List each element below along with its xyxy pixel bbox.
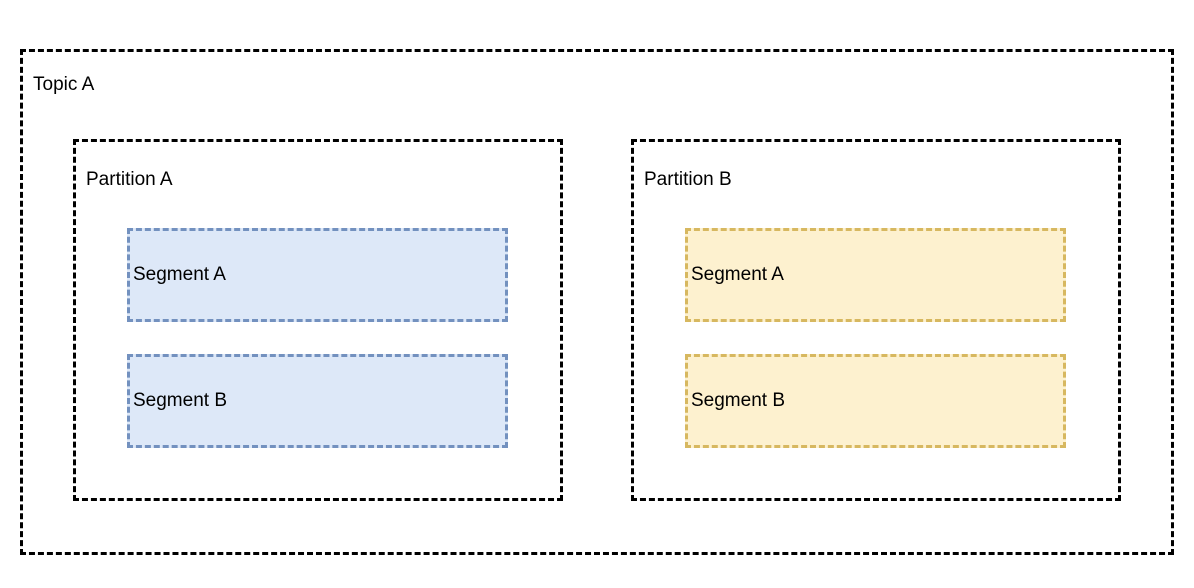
- partition-a-segment-b: Segment B: [127, 354, 508, 448]
- segment-label: Segment A: [133, 264, 226, 285]
- segment-label: Segment B: [133, 390, 227, 411]
- topic-container: Topic A: [20, 49, 1174, 555]
- partition-b-segment-a: Segment A: [685, 228, 1066, 322]
- partition-b-segment-b: Segment B: [685, 354, 1066, 448]
- partition-a-label: Partition A: [86, 169, 173, 190]
- partition-a-container: Partition A: [73, 139, 563, 501]
- partition-b-container: Partition B: [631, 139, 1121, 501]
- partition-a-segment-a: Segment A: [127, 228, 508, 322]
- segment-label: Segment A: [691, 264, 784, 285]
- segment-label: Segment B: [691, 390, 785, 411]
- topic-label: Topic A: [33, 74, 95, 95]
- partition-b-label: Partition B: [644, 169, 732, 190]
